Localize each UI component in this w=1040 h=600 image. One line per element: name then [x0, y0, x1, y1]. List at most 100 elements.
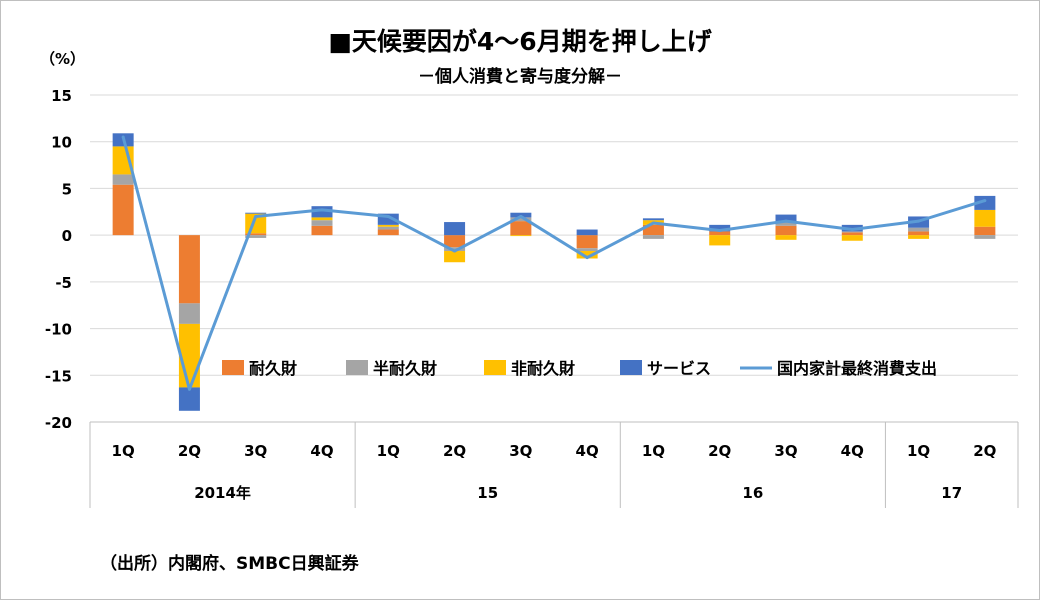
x-tick-label: 4Q — [841, 442, 864, 460]
total-line-point — [187, 387, 191, 391]
bar-segment — [444, 251, 466, 263]
bar-segment — [444, 247, 466, 252]
bar-segment — [510, 221, 532, 236]
y-axis-label: （%） — [40, 50, 85, 68]
total-line-point — [320, 208, 324, 212]
legend-swatch — [484, 360, 506, 375]
total-line-point — [254, 214, 258, 218]
bar-segment — [974, 209, 996, 227]
legend-swatch — [222, 360, 244, 375]
bar-segment — [245, 233, 267, 236]
y-tick-label: -10 — [45, 321, 72, 339]
y-tick-label: 15 — [51, 87, 72, 105]
bar-segment — [576, 235, 598, 249]
x-tick-label: 2Q — [708, 442, 731, 460]
bar-segment — [908, 235, 930, 239]
x-tick-label: 3Q — [509, 442, 532, 460]
bar-segment — [311, 217, 333, 221]
year-label: 15 — [477, 484, 498, 502]
bar-segment — [709, 231, 731, 236]
bar-segment — [576, 229, 598, 236]
bar-segment — [775, 225, 797, 236]
x-tick-label: 4Q — [576, 442, 599, 460]
bar-segment — [377, 224, 399, 227]
y-tick-label: -20 — [45, 414, 72, 432]
bar-segment — [178, 387, 200, 411]
bar-segment — [642, 235, 664, 239]
bar-segment — [642, 224, 664, 236]
total-line-point — [917, 219, 921, 223]
bar-segment — [377, 229, 399, 236]
bar-segment — [974, 195, 996, 210]
bar-segment — [974, 235, 996, 239]
x-tick-label: 1Q — [112, 442, 135, 460]
bar-segment — [178, 303, 200, 324]
y-tick-label: -5 — [55, 274, 72, 292]
total-line-point — [983, 199, 987, 203]
bar-segment — [642, 218, 664, 221]
bar-segment — [245, 212, 267, 214]
bar-segment — [112, 174, 134, 185]
bar-segment — [178, 235, 200, 304]
legend-label: サービス — [647, 359, 711, 378]
bar-segment — [841, 235, 863, 241]
bar-segment — [377, 213, 399, 225]
x-tick-label: 1Q — [907, 442, 930, 460]
year-label: 16 — [742, 484, 763, 502]
bar-segment — [841, 231, 863, 233]
bar-segment — [709, 235, 731, 246]
x-tick-label: 2Q — [973, 442, 996, 460]
bar-segment — [510, 235, 532, 237]
source-note: （出所）内閣府、SMBC日興証券 — [100, 554, 359, 574]
x-tick-label: 1Q — [377, 442, 400, 460]
bar-segment — [444, 222, 466, 236]
y-tick-label: 10 — [51, 134, 72, 152]
bar-segment — [112, 184, 134, 236]
bar-segment — [775, 222, 797, 226]
total-line-point — [784, 219, 788, 223]
bar-segment — [908, 231, 930, 236]
x-tick-label: 4Q — [310, 442, 333, 460]
bar-segment — [576, 248, 598, 252]
bar-segment — [311, 220, 333, 226]
legend-label: 非耐久財 — [511, 359, 575, 378]
bar-segment — [908, 227, 930, 232]
x-tick-label: 2Q — [443, 442, 466, 460]
legend-label: 国内家計最終消費支出 — [777, 359, 937, 378]
year-label: 17 — [941, 484, 962, 502]
bar-segment — [377, 226, 399, 230]
bar-segment — [709, 224, 731, 232]
x-tick-label: 2Q — [178, 442, 201, 460]
year-label: 2014年 — [194, 484, 251, 502]
total-line-point — [585, 256, 589, 260]
total-line — [121, 136, 986, 391]
bar-segment — [245, 235, 267, 238]
x-tick-label: 3Q — [774, 442, 797, 460]
bar-segment — [576, 251, 598, 259]
bar-segment — [311, 225, 333, 236]
x-tick-label: 3Q — [244, 442, 267, 460]
total-line-point — [718, 228, 722, 232]
legend-label: 耐久財 — [249, 359, 297, 378]
bar-segment — [510, 217, 532, 222]
chart-title: ■天候要因が4〜6月期を押し上げ — [328, 27, 712, 56]
total-line-point — [519, 214, 523, 218]
legend-label: 半耐久財 — [373, 359, 437, 378]
bar-segment — [775, 214, 797, 223]
bar-segment — [775, 235, 797, 240]
total-line-point — [121, 135, 125, 139]
chart-subtitle: －個人消費と寄与度分解－ — [418, 67, 622, 87]
bar-segment — [841, 232, 863, 236]
x-tick-label: 1Q — [642, 442, 665, 460]
total-line-point — [386, 214, 390, 218]
y-tick-label: 5 — [62, 180, 72, 198]
y-tick-label: 0 — [62, 227, 72, 245]
total-line-point — [453, 249, 457, 253]
y-tick-label: -15 — [45, 367, 72, 385]
bar-segment — [444, 235, 466, 248]
total-line-point — [651, 221, 655, 225]
bar-segment — [311, 206, 333, 218]
bar-segment — [974, 226, 996, 236]
